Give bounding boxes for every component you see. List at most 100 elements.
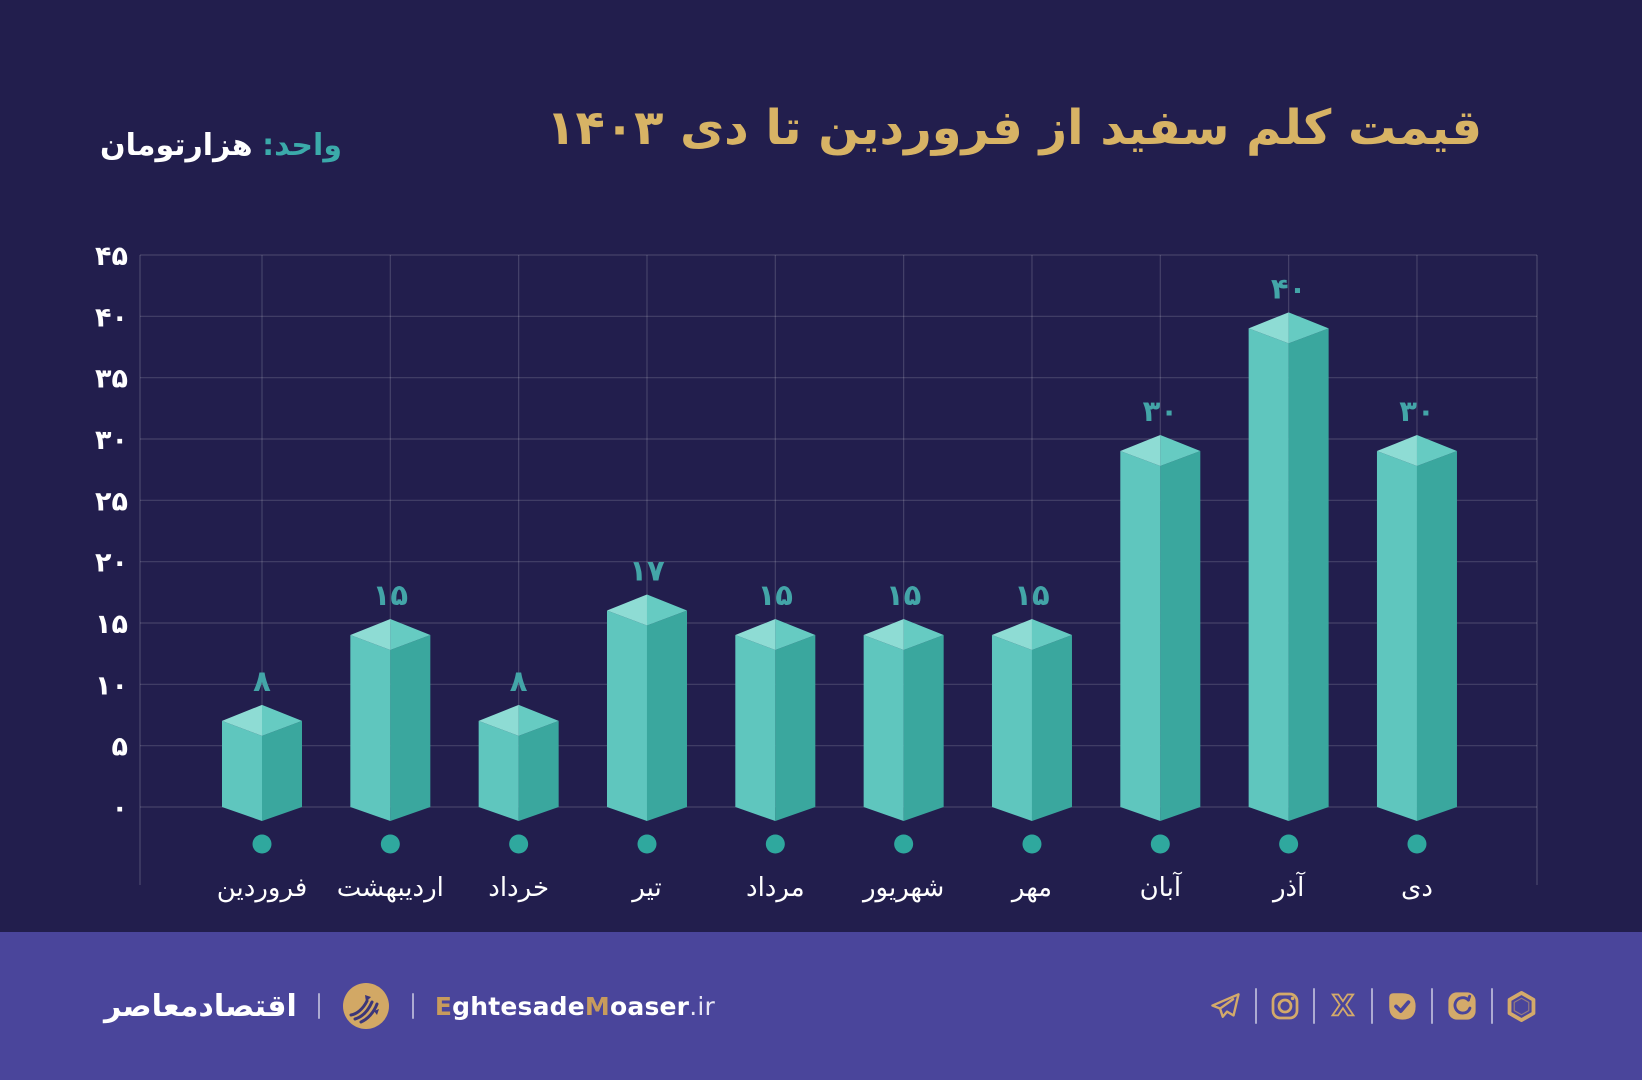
bar-value-label-خرداد: ۸ (510, 664, 528, 698)
bar-top-right-دی (1416, 435, 1457, 466)
bar-value-label-دی: ۳۰ (1399, 394, 1434, 428)
bar-left-face-مهر (991, 635, 1032, 821)
axis-dot-9 (1407, 834, 1427, 854)
bar-right-face-دی (1416, 451, 1457, 821)
bar-left-face-آبان (1120, 451, 1161, 821)
bar-left-face-تیر (606, 610, 647, 821)
bar-top-left-تیر (606, 594, 647, 626)
bar-top-left-خرداد (478, 704, 519, 736)
bar-top-right-مرداد (775, 619, 816, 650)
month-label-7: آبان (1140, 871, 1183, 903)
y-tick-label-45: ۴۵ (95, 241, 128, 272)
bar-left-face-فروردین (222, 720, 262, 821)
eitaa-icon[interactable] (1445, 989, 1479, 1023)
bar-top-left-مهر (991, 619, 1032, 650)
page-title: قیمت کلم سفید از فروردین تا دی ۱۴۰۳ (546, 100, 1483, 156)
bar-right-face-مهر (1031, 635, 1072, 821)
social-divider (1255, 988, 1257, 1024)
y-tick-label-15: ۱۵ (95, 609, 128, 640)
unit-caption: واحد: هزارتومان (100, 128, 342, 163)
site-link[interactable]: EghtesadeMoaser.ir (435, 992, 715, 1021)
bar-value-label-شهریور: ۱۵ (886, 578, 921, 612)
bar-right-face-تیر (646, 610, 687, 821)
y-tick-label-35: ۳۵ (95, 364, 128, 395)
axis-dot-5 (894, 834, 914, 854)
bar-top-left-آذر (1248, 312, 1289, 344)
y-tick-label-20: ۲۰ (95, 548, 128, 579)
x-icon[interactable]: X (1327, 990, 1359, 1022)
axis-dot-2 (509, 834, 529, 854)
social-divider (1491, 988, 1493, 1024)
social-divider (1371, 988, 1373, 1024)
bar-value-label-فروردین: ۸ (253, 664, 271, 698)
month-label-4: مرداد (746, 873, 805, 903)
bar-top-left-فروردین (222, 704, 262, 736)
bar-top-right-آذر (1288, 312, 1329, 344)
bar-value-label-مرداد: ۱۵ (758, 578, 793, 612)
brand-logo-icon (341, 981, 391, 1031)
bar-value-label-آذر: ۴۰ (1271, 271, 1306, 305)
bar-top-left-دی (1376, 435, 1417, 466)
telegram-icon[interactable] (1207, 988, 1243, 1024)
bar-top-right-فروردین (262, 704, 302, 736)
axis-dot-0 (252, 834, 272, 854)
month-label-3: تیر (630, 873, 661, 903)
month-label-1: اردیبهشت (337, 873, 444, 903)
footer-divider (317, 993, 320, 1019)
axis-dot-8 (1279, 834, 1299, 854)
month-label-8: آذر (1271, 871, 1306, 903)
bar-right-face-خرداد (518, 720, 559, 821)
month-label-6: مهر (1010, 873, 1052, 903)
svg-text:X: X (1332, 990, 1354, 1022)
month-label-5: شهریور (861, 873, 944, 903)
y-tick-label-10: ۱۰ (95, 670, 128, 701)
bar-right-face-آبان (1160, 451, 1201, 821)
bar-left-face-دی (1376, 451, 1417, 821)
site-link-segment: ghtesade (452, 991, 585, 1021)
bar-value-label-اردیبهشت: ۱۵ (373, 578, 408, 612)
bar-right-face-اردیبهشت (390, 635, 431, 821)
axis-dot-1 (380, 834, 400, 854)
social-icons-row: X (1207, 988, 1538, 1024)
month-label-0: فروردین (217, 873, 308, 903)
bar-right-face-مرداد (775, 635, 816, 821)
bar-value-label-آبان: ۳۰ (1143, 394, 1178, 428)
bar-top-left-آبان (1120, 435, 1161, 466)
bar-top-right-مهر (1031, 619, 1072, 650)
y-tick-label-5: ۵ (112, 732, 128, 763)
bar-left-face-مرداد (735, 635, 776, 821)
bar-top-right-آبان (1160, 435, 1201, 466)
axis-dot-7 (1150, 834, 1170, 854)
instagram-icon[interactable] (1269, 990, 1301, 1022)
brand-name-fa: اقتصادمعاصر (104, 988, 297, 1024)
axis-dot-6 (1022, 834, 1042, 854)
social-divider (1431, 988, 1433, 1024)
bale-icon[interactable] (1385, 989, 1419, 1023)
month-label-9: دی (1401, 873, 1433, 903)
y-tick-label-30: ۳۰ (95, 425, 128, 456)
bar-left-face-آذر (1248, 328, 1289, 821)
footer-divider (411, 993, 414, 1019)
bar-top-left-شهریور (863, 619, 904, 650)
bar-top-right-اردیبهشت (390, 619, 431, 650)
unit-caption-key: واحد: (262, 128, 342, 163)
footer-branding: اقتصادمعاصر EghtesadeMoaser.ir (104, 981, 715, 1031)
axis-dot-4 (765, 834, 785, 854)
bar-value-label-مهر: ۱۵ (1014, 578, 1049, 612)
bar-left-face-شهریور (863, 635, 904, 821)
y-tick-label-25: ۲۵ (95, 486, 128, 517)
month-label-2: خرداد (488, 873, 549, 903)
rubika-icon[interactable] (1505, 990, 1538, 1023)
bar-top-right-خرداد (518, 704, 559, 736)
bar-left-face-اردیبهشت (350, 635, 391, 821)
y-tick-label-40: ۴۰ (95, 302, 128, 333)
bar-top-right-شهریور (903, 619, 944, 650)
site-link-segment: .ir (689, 991, 715, 1021)
bar-left-face-خرداد (478, 720, 519, 821)
site-link-segment: M (584, 991, 610, 1021)
unit-caption-value: هزارتومان (100, 128, 253, 163)
bar-top-left-مرداد (735, 619, 776, 650)
site-link-segment: E (434, 991, 453, 1021)
